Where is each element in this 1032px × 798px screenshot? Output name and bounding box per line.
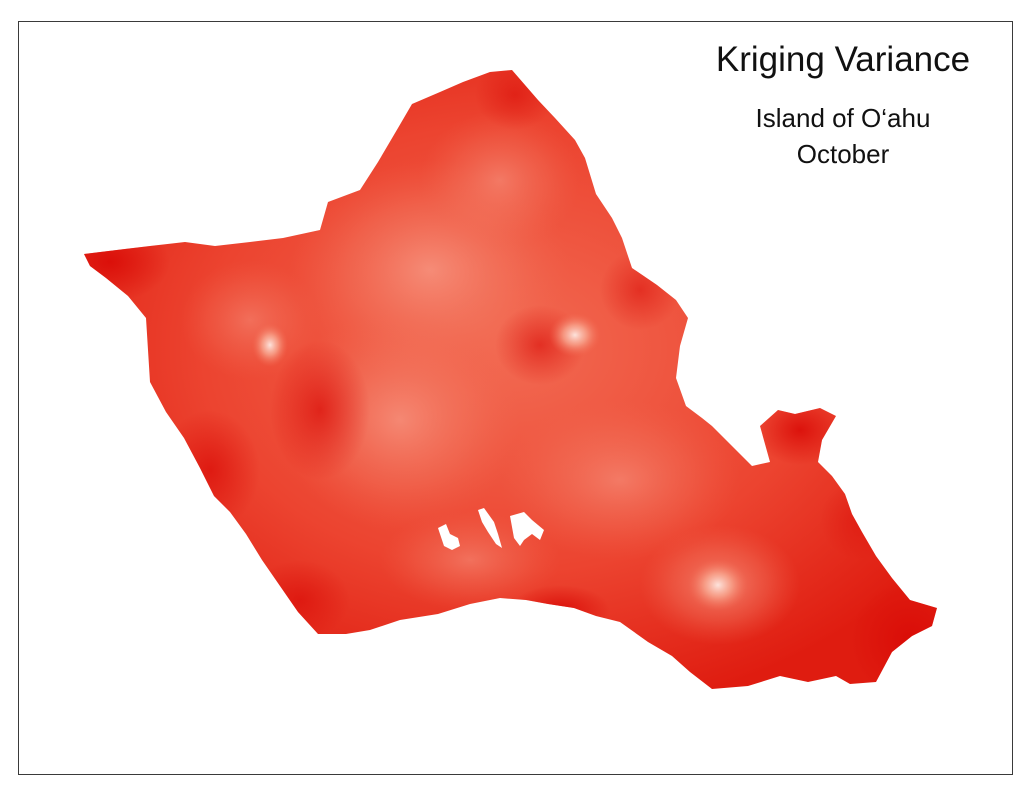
month-label: October [796,139,890,169]
interior-gap-2 [478,508,502,548]
location-label: Island of O‘ahu [755,103,931,133]
map-subtitle: Island of O‘ahu October [713,100,973,172]
interior-gap-1 [438,524,460,550]
map-title: Kriging Variance [715,40,971,79]
interior-gap-3 [510,512,544,546]
